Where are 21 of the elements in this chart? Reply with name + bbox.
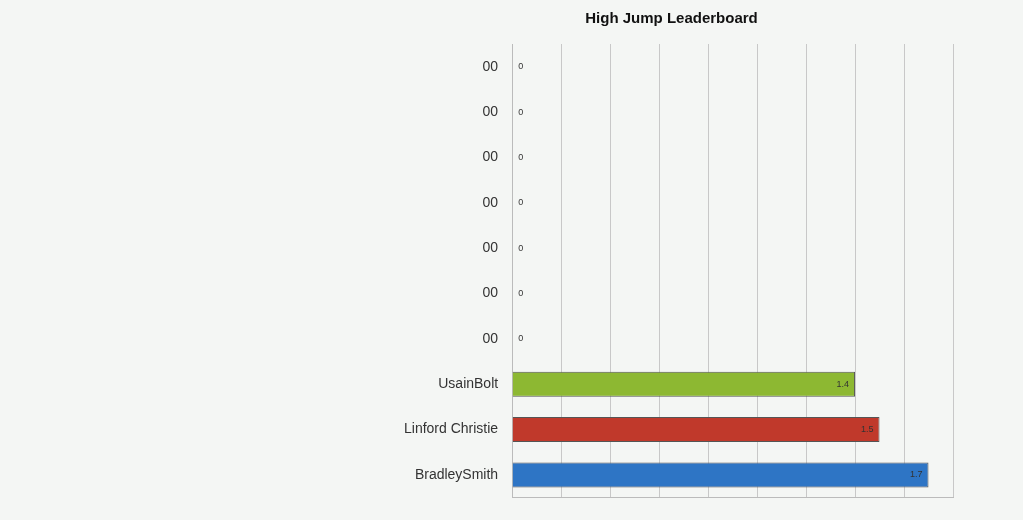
data-label: 0	[518, 151, 524, 162]
y-tick-label: 00	[482, 284, 499, 301]
data-label: 0	[518, 242, 524, 253]
y-tick-label: 00	[482, 148, 499, 165]
data-label: 0	[518, 287, 524, 298]
y-tick-label: 00	[482, 193, 499, 210]
y-tick-label: Linford Christie	[404, 420, 499, 437]
y-tick-label: 00	[482, 329, 499, 346]
y-tick-label: 00	[482, 238, 499, 255]
data-label: 1.5	[861, 424, 874, 435]
data-label: 0	[518, 61, 524, 72]
y-tick-label: 00	[482, 102, 499, 119]
data-label: 0	[518, 333, 524, 344]
y-tick-label: UsainBolt	[438, 375, 499, 392]
data-label: 0	[518, 197, 524, 208]
y-tick-label: BradleySmith	[414, 465, 499, 482]
chart-title: High Jump Leaderboard	[585, 9, 758, 27]
data-label: 0	[518, 106, 524, 117]
data-label: 1.7	[909, 469, 923, 480]
data-label: 1.4	[836, 378, 850, 389]
y-tick-label: 00	[482, 57, 499, 74]
